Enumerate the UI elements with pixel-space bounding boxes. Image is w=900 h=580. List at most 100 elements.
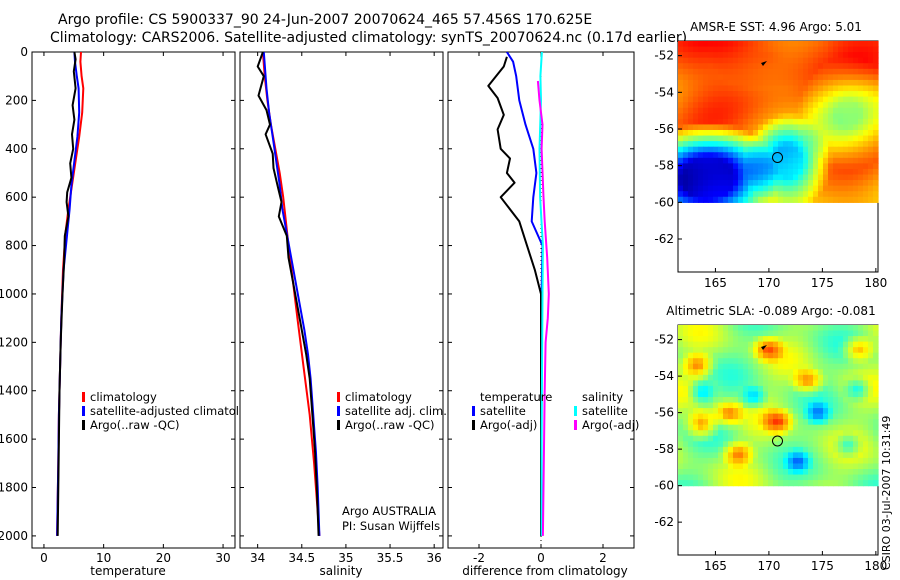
heat-cell	[748, 352, 754, 359]
heat-cell	[688, 446, 694, 453]
heat-cell	[753, 168, 759, 176]
heat-cell	[793, 118, 799, 126]
heat-cell	[698, 157, 704, 164]
heat-cell	[788, 413, 794, 420]
heat-cell	[778, 430, 784, 437]
heat-cell	[723, 180, 729, 187]
heat-cell	[683, 118, 689, 126]
heat-cell	[693, 57, 699, 64]
legend-label-argo: Argo(..raw -QC)	[90, 418, 180, 432]
heat-cell	[853, 85, 859, 92]
heat-cell	[743, 402, 749, 409]
heat-cell	[753, 57, 759, 64]
heat-cell	[823, 480, 829, 487]
heat-cell	[783, 135, 789, 142]
heat-cell	[813, 369, 819, 376]
y-tick-label: 600	[5, 190, 28, 204]
heat-cell	[828, 141, 834, 148]
heat-cell	[768, 157, 774, 164]
heat-cell	[778, 146, 784, 153]
heat-cell	[843, 385, 849, 393]
heat-cell	[833, 91, 839, 98]
heat-cell	[788, 63, 794, 70]
heat-cell	[843, 63, 849, 70]
map-x-tick-label: 170	[757, 559, 780, 573]
heat-cell	[733, 113, 739, 120]
heat-cell	[843, 130, 849, 137]
heat-cell	[698, 369, 704, 376]
heat-cell	[698, 347, 704, 354]
heat-cell	[828, 85, 834, 92]
heat-cell	[778, 325, 784, 332]
heat-cell	[743, 91, 749, 98]
heat-cell	[708, 68, 714, 75]
heat-cell	[733, 469, 739, 476]
heat-cell	[718, 474, 724, 481]
heat-cell	[723, 152, 729, 159]
heat-cell	[843, 402, 849, 409]
heat-cell	[778, 63, 784, 70]
heat-cell	[683, 413, 689, 420]
heat-cell	[828, 96, 834, 103]
heat-cell	[688, 352, 694, 359]
heat-cell	[713, 446, 719, 453]
heat-cell	[868, 325, 874, 332]
heat-cell	[748, 452, 754, 459]
heat-cell	[793, 52, 799, 59]
heat-cell	[728, 358, 734, 365]
heat-cell	[693, 91, 699, 98]
heat-cell	[688, 430, 694, 437]
heat-cell	[698, 352, 704, 359]
heat-cell	[738, 91, 744, 98]
heat-cell	[783, 325, 789, 332]
heat-cell	[853, 424, 859, 431]
heat-cell	[733, 46, 739, 53]
heat-cell	[833, 191, 839, 198]
heat-cell	[793, 474, 799, 481]
heat-cell	[683, 57, 689, 64]
heat-cell	[678, 185, 684, 192]
heat-cell	[828, 118, 834, 126]
heat-cell	[843, 457, 849, 465]
heat-cell	[793, 435, 799, 442]
heat-cell	[708, 124, 714, 131]
heat-cell	[728, 124, 734, 131]
heat-cell	[773, 374, 779, 381]
heat-cell	[833, 118, 839, 126]
heat-cell	[768, 63, 774, 70]
heat-cell	[803, 336, 809, 343]
heat-cell	[768, 79, 774, 87]
heat-cell	[873, 141, 879, 148]
heat-cell	[708, 446, 714, 453]
heat-cell	[803, 157, 809, 164]
heat-cell	[808, 391, 814, 398]
heat-cell	[693, 446, 699, 453]
heat-cell	[748, 430, 754, 437]
heat-cell	[693, 168, 699, 176]
heat-cell	[713, 452, 719, 459]
heat-cell	[828, 79, 834, 87]
heat-cell	[733, 180, 739, 187]
heat-cell	[833, 113, 839, 120]
heat-cell	[798, 41, 804, 48]
heat-cell	[758, 358, 764, 365]
heat-cell	[858, 118, 864, 126]
heat-cell	[778, 358, 784, 365]
heat-cell	[718, 135, 724, 142]
heat-cell	[698, 130, 704, 137]
salinity-xlabel: salinity	[319, 564, 362, 578]
heat-cell	[713, 480, 719, 487]
heat-cell	[853, 380, 859, 387]
heat-cell	[763, 435, 769, 442]
heat-cell	[763, 363, 769, 370]
heat-cell	[858, 474, 864, 481]
heat-cell	[858, 102, 864, 109]
heat-cell	[808, 152, 814, 159]
heat-cell	[753, 402, 759, 409]
heat-cell	[853, 157, 859, 164]
heat-cell	[763, 157, 769, 164]
heat-cell	[743, 363, 749, 370]
heat-cell	[773, 352, 779, 359]
heat-cell	[713, 63, 719, 70]
heat-cell	[773, 413, 779, 420]
